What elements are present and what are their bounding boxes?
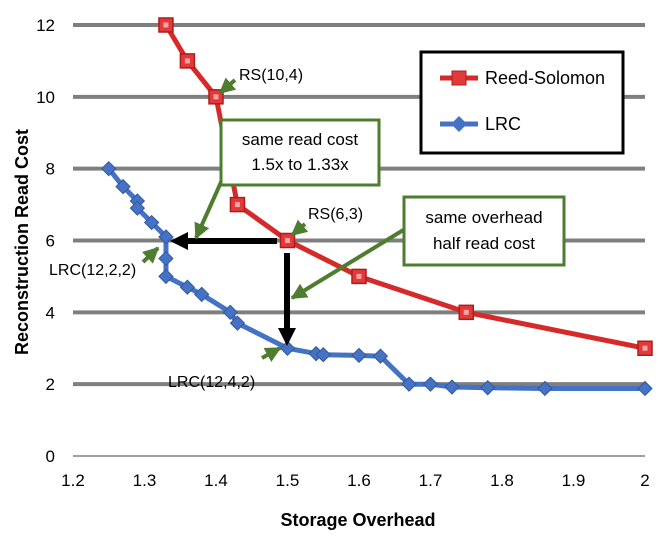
lrc-point — [101, 160, 117, 177]
lrc-point — [129, 200, 146, 216]
lrc-point — [158, 229, 174, 245]
lrc1242-pointer — [261, 346, 282, 362]
reed-solomon-point-highlight — [184, 58, 190, 64]
callout-box — [219, 118, 381, 187]
reed-solomon-point-highlight — [234, 202, 240, 208]
reed-solomon-point-highlight — [463, 309, 469, 315]
lrc-point — [372, 348, 389, 364]
y-tick-label: 12 — [36, 16, 55, 35]
annotation-arrows — [141, 77, 407, 362]
reed-solomon-point-highlight — [285, 238, 290, 243]
y-tick-label: 6 — [46, 232, 55, 251]
lrc-point — [279, 340, 296, 356]
lrc-point — [401, 376, 417, 392]
callout-line-2: half read cost — [433, 234, 535, 253]
lrc-point — [444, 379, 460, 395]
rs63-label: RS(6,3) — [308, 206, 363, 223]
x-tick-label: 2 — [640, 471, 649, 490]
x-axis-title: Storage Overhead — [280, 510, 435, 530]
y-tick-label: 4 — [46, 303, 55, 322]
lrc-point — [351, 347, 367, 364]
lrc-point — [158, 268, 174, 285]
lrc-point — [315, 347, 331, 363]
legend-lrc-label: LRC — [485, 114, 521, 134]
reed-solomon-point-highlight — [642, 345, 648, 351]
x-tick-label: 1.3 — [133, 471, 157, 490]
x-tick-label: 1.5 — [276, 471, 300, 490]
vertical-arrow-head — [278, 328, 296, 346]
callout-line-1: same overhead — [425, 208, 542, 227]
x-tick-labels: 1.2 1.3 1.4 1.5 1.6 1.7 1.8 1.9 2 — [61, 471, 650, 490]
y-tick-label: 8 — [46, 160, 55, 179]
legend-reed-solomon-marker — [451, 70, 467, 86]
legend-lrc-marker — [451, 116, 467, 132]
x-tick-label: 1.2 — [61, 471, 85, 490]
lrc1222-pointer — [141, 246, 160, 264]
lrc-point — [193, 286, 210, 303]
lrc-point — [179, 279, 196, 295]
x-tick-label: 1.6 — [347, 471, 371, 490]
lrc-point — [222, 304, 239, 321]
lrc-point — [158, 250, 174, 267]
lrc1242-label: LRC(12,4,2) — [168, 374, 255, 391]
box2-pointer — [290, 227, 407, 300]
reed-solomon-point-highlight — [213, 94, 219, 100]
reed-solomon-point-highlight — [163, 22, 169, 28]
x-tick-label: 1.4 — [204, 471, 228, 490]
box1-pointer — [194, 179, 224, 240]
legend-reed-solomon-label: Reed-Solomon — [485, 68, 605, 88]
y-tick-labels: 0 2 4 6 8 10 12 — [36, 16, 55, 466]
lrc-point — [143, 214, 160, 231]
callout-line-1: same read cost — [242, 130, 358, 149]
lrc-point — [229, 315, 246, 331]
callout-same-read-cost: same read cost 1.5x to 1.33x — [219, 118, 381, 187]
x-tick-label: 1.8 — [490, 471, 514, 490]
lrc-point — [422, 376, 439, 392]
legend: Reed-Solomon LRC — [419, 50, 625, 155]
lrc-point — [479, 380, 496, 396]
y-tick-label: 10 — [36, 88, 55, 107]
y-axis-title: Reconstruction Read Cost — [12, 129, 32, 355]
rs104-pointer — [218, 77, 237, 95]
callout-box — [402, 195, 566, 267]
y-tick-label: 2 — [46, 375, 55, 394]
rs63-pointer — [290, 219, 309, 237]
horizontal-arrow-head — [170, 232, 188, 250]
callout-line-2: 1.5x to 1.33x — [251, 155, 349, 174]
lrc-point — [637, 380, 653, 397]
y-tick-label: 0 — [46, 447, 55, 466]
lrc1222-label: LRC(12,2,2) — [49, 262, 136, 279]
reed-solomon-point-highlight — [356, 273, 362, 279]
comparison-arrows — [170, 232, 296, 346]
series-layer — [101, 17, 653, 397]
rs104-label: RS(10,4) — [239, 67, 303, 84]
legend-box — [419, 50, 625, 155]
lrc-point — [115, 178, 131, 195]
lrc-point — [537, 380, 553, 397]
x-tick-label: 1.9 — [562, 471, 586, 490]
x-tick-label: 1.7 — [419, 471, 443, 490]
callout-same-overhead: same overhead half read cost — [402, 195, 566, 267]
